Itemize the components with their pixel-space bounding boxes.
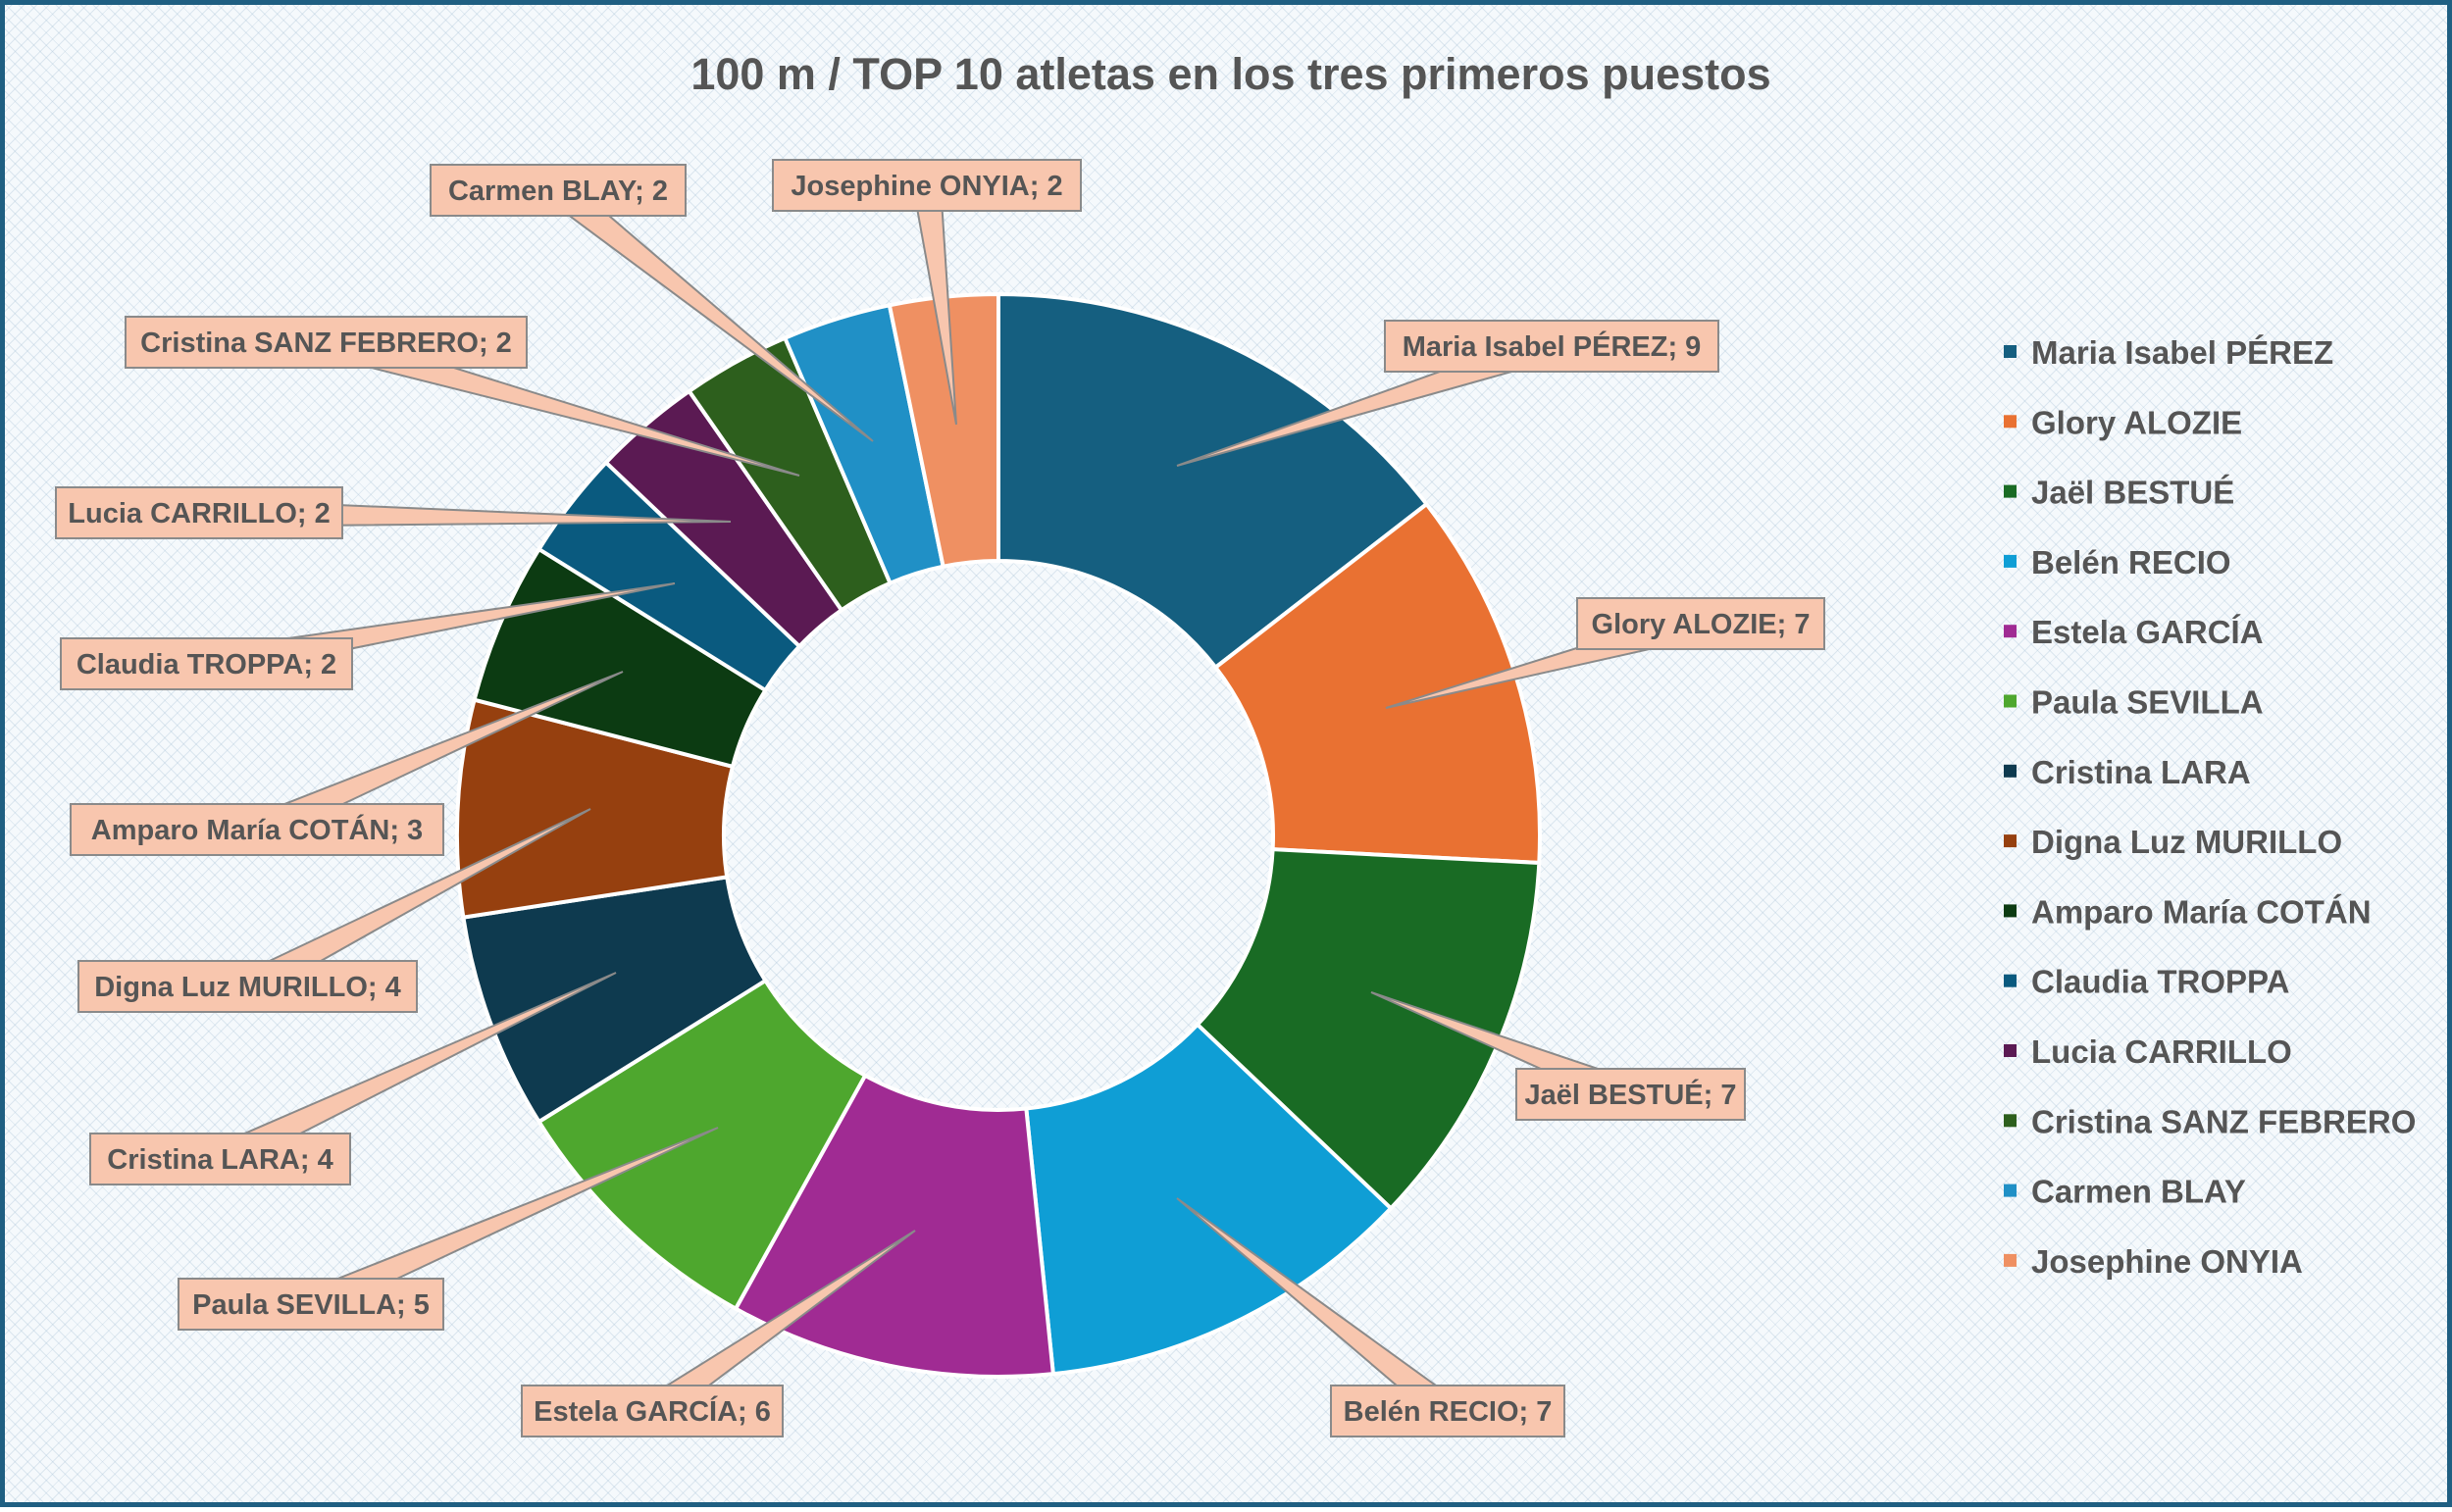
data-label-maria-isabel-perez: Maria Isabel PÉREZ; 9	[1403, 329, 1702, 363]
data-label-fill-glory-alozie	[1578, 599, 1823, 648]
data-label-amparo-maria-cotan: Amparo María COTÁN; 3	[91, 813, 423, 846]
legend-swatch-estela-garcia	[2004, 625, 2017, 638]
data-label-lucia-carrillo: Lucia CARRILLO; 2	[68, 498, 330, 529]
legend-swatch-jael-bestue	[2004, 484, 2017, 498]
slice-belen-recio[interactable]	[1024, 1022, 1394, 1377]
legend-swatch-glory-alozie	[2004, 415, 2017, 428]
data-label-jael-bestue: Jaël BESTUÉ; 7	[1525, 1078, 1737, 1111]
data-label-glory-alozie: Glory ALOZIE; 7	[1592, 609, 1811, 640]
legend-swatch-amparo-maria-cotan	[2004, 904, 2017, 918]
data-label-fill-josephine-onyia	[774, 161, 1080, 210]
slice-maria-isabel-perez[interactable]	[996, 291, 1430, 671]
legend-label-josephine-onyia: Josephine ONYIA	[2031, 1243, 2303, 1280]
legend-swatch-cristina-sanz-febrero	[2004, 1114, 2017, 1128]
legend-label-glory-alozie: Glory ALOZIE	[2031, 404, 2242, 440]
legend-label-amparo-maria-cotan: Amparo María COTÁN	[2031, 893, 2372, 930]
legend-swatch-paula-sevilla	[2004, 694, 2017, 708]
data-label-estela-garcia: Estela GARCÍA; 6	[534, 1394, 771, 1428]
leader-lines-group	[197, 177, 1706, 1424]
slices-group	[455, 291, 1542, 1380]
data-label-fill-maria-isabel-perez	[1386, 322, 1717, 371]
data-label-fill-digna-luz-murillo	[79, 962, 416, 1011]
data-label-fill-lucia-carrillo	[57, 488, 341, 537]
data-label-paula-sevilla: Paula SEVILLA; 5	[192, 1289, 430, 1321]
slice-josephine-onyia[interactable]	[887, 291, 1000, 570]
legend-swatch-lucia-carrillo	[2004, 1044, 2017, 1057]
data-label-fill-cristina-lara	[91, 1134, 349, 1184]
data-label-josephine-onyia: Josephine ONYIA; 2	[791, 171, 1062, 202]
data-label-fill-carmen-blay	[432, 166, 685, 215]
legend-label-jael-bestue: Jaël BESTUÉ	[2031, 475, 2234, 511]
doughnut-chart: 100 m / TOP 10 atletas en los tres prime…	[55, 49, 2416, 1437]
data-label-fill-amparo-maria-cotan	[72, 805, 442, 854]
data-label-cristina-lara: Cristina LARA; 4	[107, 1144, 332, 1176]
legend-swatch-claudia-troppa	[2004, 974, 2017, 987]
data-labels-group: Maria Isabel PÉREZ; 9 Glory ALOZIE; 7 Jaël…	[55, 159, 1825, 1437]
data-label-fill-cristina-sanz-febrero	[127, 318, 526, 367]
legend-swatch-digna-luz-murillo	[2004, 834, 2017, 848]
legend-label-belen-recio: Belén RECIO	[2031, 544, 2231, 580]
slice-jael-bestue[interactable]	[1195, 847, 1542, 1212]
legend-label-maria-isabel-perez: Maria Isabel PÉREZ	[2031, 334, 2333, 371]
legend-swatch-carmen-blay	[2004, 1184, 2017, 1197]
data-label-fill-jael-bestue	[1517, 1070, 1744, 1119]
legend-label-lucia-carrillo: Lucia CARRILLO	[2031, 1033, 2292, 1070]
legend-label-digna-luz-murillo: Digna Luz MURILLO	[2031, 824, 2342, 860]
data-label-fill-belen-recio	[1332, 1386, 1563, 1436]
legend-swatch-belen-recio	[2004, 554, 2017, 568]
legend-label-estela-garcia: Estela GARCÍA	[2031, 614, 2264, 650]
data-label-digna-luz-murillo: Digna Luz MURILLO; 4	[94, 972, 401, 1003]
data-label-fill-estela-garcia	[523, 1386, 782, 1436]
legend-label-paula-sevilla: Paula SEVILLA	[2031, 684, 2264, 721]
data-label-fill-paula-sevilla	[179, 1280, 442, 1329]
legend-label-carmen-blay: Carmen BLAY	[2031, 1174, 2246, 1210]
data-label-fill-claudia-troppa	[62, 639, 351, 688]
data-label-belen-recio: Belén RECIO; 7	[1344, 1396, 1553, 1428]
legend-label-cristina-sanz-febrero: Cristina SANZ FEBRERO	[2031, 1103, 2416, 1139]
chart-title: 100 m / TOP 10 atletas en los tres prime…	[690, 49, 1770, 99]
legend-label-cristina-lara: Cristina LARA	[2031, 754, 2251, 790]
legend-swatch-josephine-onyia	[2004, 1253, 2017, 1267]
legend-swatch-cristina-lara	[2004, 764, 2017, 778]
data-label-claudia-troppa: Claudia TROPPA; 2	[77, 649, 336, 680]
data-label-carmen-blay: Carmen BLAY; 2	[448, 176, 668, 207]
legend-swatch-maria-isabel-perez	[2004, 345, 2017, 358]
legend-label-claudia-troppa: Claudia TROPPA	[2031, 964, 2289, 1000]
legend: Maria Isabel PÉREZ Glory ALOZIE Jaël BESTU…	[2004, 334, 2416, 1280]
slice-glory-alozie[interactable]	[1212, 501, 1542, 866]
data-label-cristina-sanz-febrero: Cristina SANZ FEBRERO; 2	[140, 328, 512, 359]
